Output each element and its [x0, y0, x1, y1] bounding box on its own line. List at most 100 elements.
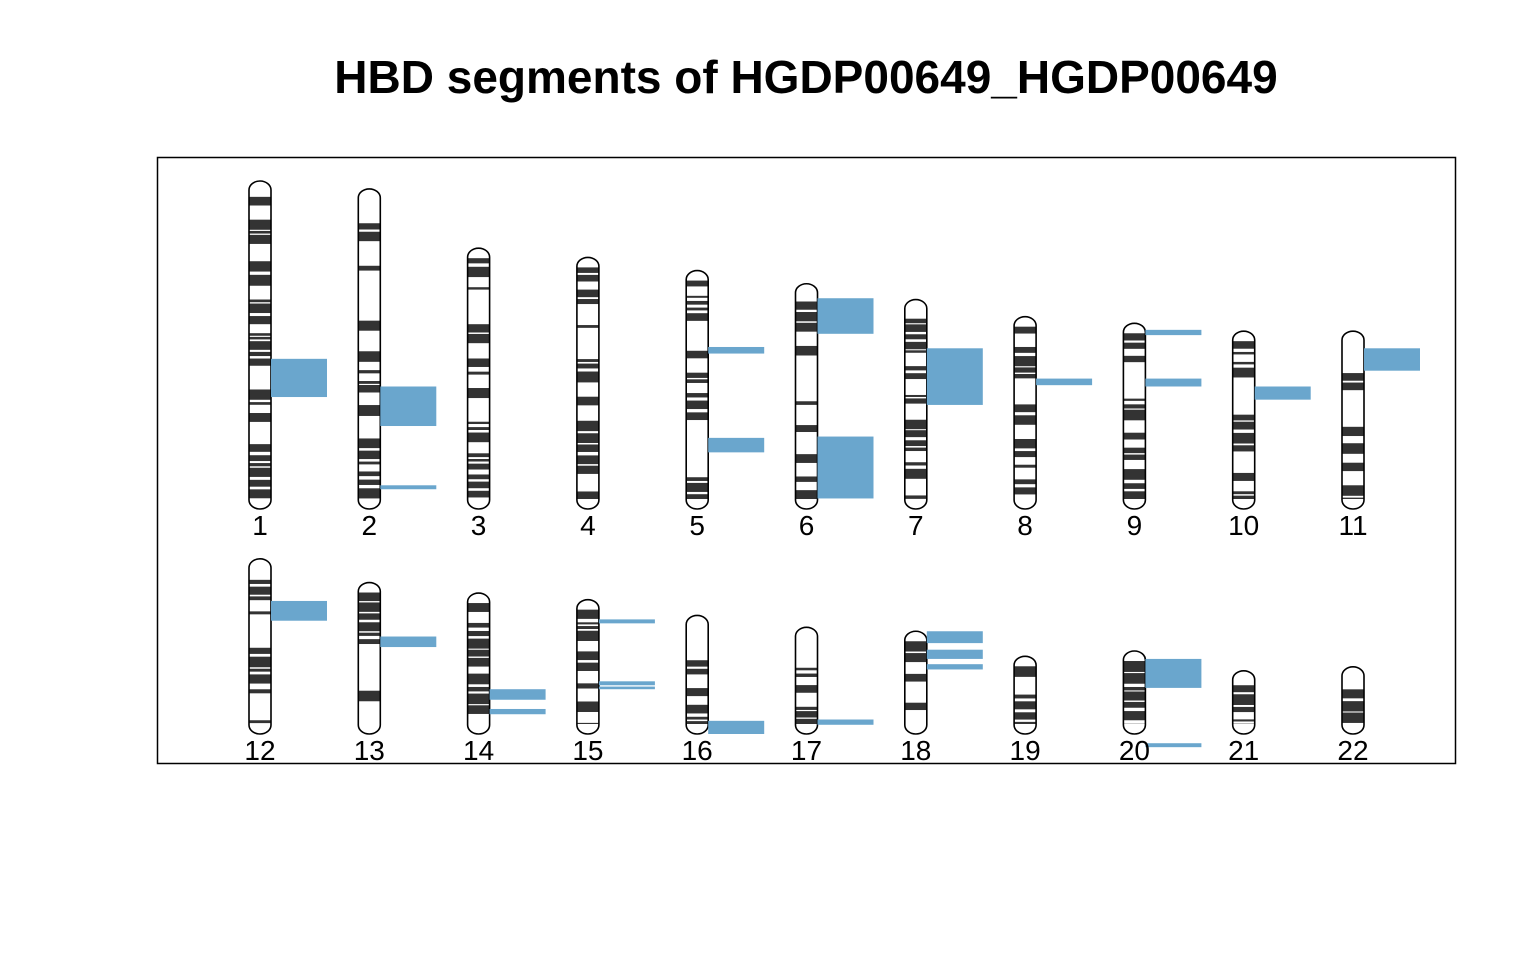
chromosome-8-band	[1014, 487, 1037, 495]
chromosome-12-bands	[249, 558, 271, 734]
chromosome-12-band	[249, 586, 271, 595]
hbd-segment-chr15-2	[598, 681, 655, 686]
chromosome-8-band	[1014, 373, 1037, 379]
chromosome-5-band	[686, 295, 709, 298]
chromosome-20-band	[1123, 661, 1146, 672]
chromosome-14-band	[467, 622, 490, 628]
hbd-segment-chr6-2	[817, 436, 874, 499]
chromosome-21-band	[1232, 719, 1255, 722]
chromosome-12-band	[249, 720, 271, 724]
chromosome-1-band	[249, 341, 271, 350]
chromosome-16-band	[686, 688, 709, 697]
chromosome-16-band	[686, 704, 709, 714]
chromosome-9-band	[1123, 333, 1146, 341]
chromosome-9-band	[1123, 404, 1146, 409]
chromosome-6-band	[795, 301, 818, 310]
chromosome-2-band	[358, 450, 381, 460]
hbd-segment-chr6-1	[817, 298, 874, 334]
chromosome-15-band	[576, 662, 599, 671]
plot-frame	[156, 156, 1457, 765]
hbd-segment-chr12-1	[271, 600, 327, 621]
chromosome-10-band	[1232, 351, 1255, 355]
chromosome-11-band	[1342, 373, 1364, 381]
chromosome-label-8: 8	[1017, 510, 1033, 541]
chromosome-4-outline	[576, 256, 600, 510]
chromosome-10-band	[1232, 445, 1255, 452]
chromosome-3-bands	[467, 248, 490, 509]
chromosome-12-band	[249, 596, 271, 601]
chromosome-8-band	[1014, 479, 1037, 485]
chromosome-1-outline	[248, 180, 272, 510]
chromosome-22-band	[1342, 701, 1364, 712]
chromosome-4-band	[576, 274, 599, 282]
chromosome-label-20: 20	[1119, 735, 1150, 766]
chromosome-14-outline	[466, 592, 491, 735]
chromosome-label-3: 3	[471, 510, 487, 541]
chromosome-1-band	[249, 444, 271, 452]
chromosome-1-band	[249, 358, 271, 366]
chromosome-14-band	[467, 630, 490, 637]
chromosome-18-band	[904, 702, 927, 711]
chromosome-3-outline	[466, 247, 491, 510]
chromosome-5-band	[686, 379, 709, 383]
chromosome-13-outline	[357, 581, 382, 735]
chromosome-12-body	[249, 558, 271, 734]
chromosome-10-band	[1232, 495, 1255, 499]
chromosome-16-band	[686, 668, 709, 675]
chromosome-8-band	[1014, 438, 1037, 449]
chromosome-12-band	[249, 611, 271, 615]
chromosome-label-12: 12	[244, 735, 275, 766]
chromosome-label-7: 7	[908, 510, 924, 541]
chromosome-8-band	[1014, 367, 1037, 373]
chromosome-17-body	[795, 627, 818, 734]
chromosome-17-outline	[794, 626, 819, 735]
chromosome-10-band	[1232, 367, 1255, 378]
chromosome-20-band	[1123, 673, 1146, 684]
chromosome-9-band	[1123, 454, 1146, 460]
hbd-segment-chr5-1	[708, 346, 765, 354]
chromosome-1-band	[249, 234, 271, 244]
chromosome-11-bands	[1342, 331, 1364, 509]
chromosome-12-outline	[248, 558, 272, 735]
chromosome-label-1: 1	[252, 510, 268, 541]
chromosome-12-band	[249, 674, 271, 684]
chromosome-5-band	[686, 280, 709, 287]
chromosome-15-bands	[576, 599, 599, 734]
chromosome-3-band	[467, 388, 490, 399]
chromosome-15-band	[576, 609, 599, 619]
chromosome-9-band	[1123, 342, 1146, 349]
chromosome-9-bands	[1123, 323, 1146, 509]
chromosome-19-band	[1014, 666, 1037, 677]
chromosome-7-band	[904, 398, 927, 404]
chromosome-6-outline	[794, 282, 819, 510]
chromosome-6-band	[795, 476, 818, 482]
chromosome-11-outline	[1341, 330, 1365, 510]
chromosome-15-band	[576, 683, 599, 689]
chromosome-3-band	[467, 459, 490, 462]
chromosome-20-band	[1123, 691, 1146, 701]
chromosome-9-band	[1123, 469, 1146, 480]
chromosome-label-2: 2	[362, 510, 378, 541]
chromosome-22-bands	[1342, 666, 1364, 734]
chromosome-17-band	[795, 706, 818, 710]
chromosome-2-band	[358, 381, 381, 384]
chromosome-3-band	[467, 427, 490, 430]
chromosome-7-band	[904, 373, 927, 380]
chromosome-9-band	[1123, 483, 1146, 489]
chromosome-3-band	[467, 333, 490, 344]
chromosome-22-body	[1342, 666, 1364, 734]
hbd-segment-chr20-2	[1145, 743, 1202, 748]
chromosome-7-band	[904, 334, 927, 340]
hbd-segment-chr18-1	[926, 631, 983, 644]
chromosome-7-band	[904, 430, 927, 438]
hbd-segment-chr13-1	[380, 636, 437, 648]
chromosome-9-outline	[1122, 322, 1147, 510]
chromosome-18-band	[904, 653, 927, 663]
chromosome-5-body	[686, 270, 709, 509]
chromosome-20-band	[1123, 711, 1146, 721]
chromosome-12-band	[249, 579, 271, 584]
chromosome-9-band	[1123, 432, 1146, 440]
chromosome-13-band	[358, 639, 381, 645]
chromosome-3-body	[467, 248, 490, 509]
